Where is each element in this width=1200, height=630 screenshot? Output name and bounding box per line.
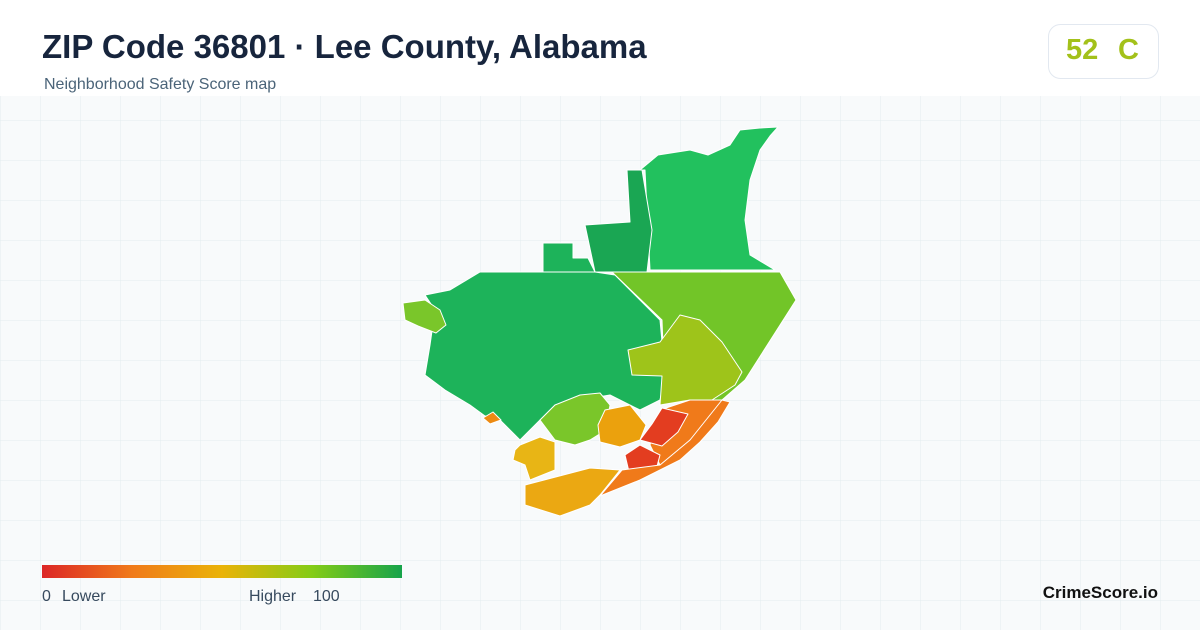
subtitle: Neighborhood Safety Score map bbox=[44, 76, 277, 93]
badge-grade: C bbox=[1118, 34, 1139, 66]
legend-max: 100 bbox=[313, 588, 340, 605]
legend-min: 0 bbox=[42, 588, 51, 605]
region bbox=[639, 126, 779, 271]
regions bbox=[402, 126, 797, 517]
title: ZIP Code 36801 · Lee County, Alabama bbox=[42, 28, 647, 65]
header-bg bbox=[0, 0, 1200, 96]
brand: CrimeScore.io bbox=[1042, 583, 1158, 602]
region bbox=[599, 399, 731, 497]
region bbox=[482, 411, 502, 425]
legend-max-label: Higher bbox=[249, 588, 297, 605]
region bbox=[627, 314, 743, 406]
legend-gradient bbox=[42, 565, 402, 578]
badge-box bbox=[1048, 24, 1159, 79]
region bbox=[597, 404, 647, 448]
region bbox=[512, 436, 556, 481]
region bbox=[639, 407, 689, 447]
region bbox=[524, 467, 621, 517]
legend-min-label: Lower bbox=[62, 588, 106, 605]
region bbox=[402, 299, 447, 334]
badge-score: 52 bbox=[1066, 34, 1099, 66]
